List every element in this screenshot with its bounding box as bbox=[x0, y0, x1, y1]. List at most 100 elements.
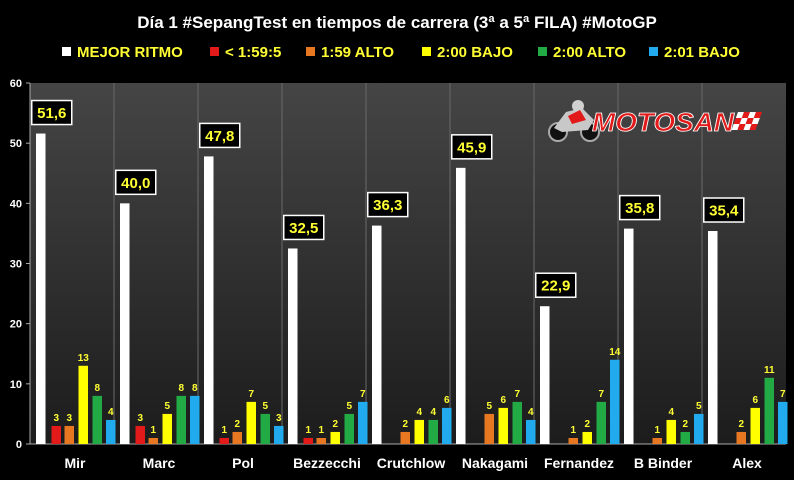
motosan-logo: MOTOSAN bbox=[548, 100, 762, 142]
legend-label: < 1:59:5 bbox=[225, 44, 281, 61]
legend-label: MEJOR RITMO bbox=[77, 44, 183, 61]
bar bbox=[162, 413, 172, 444]
data-label: 2 bbox=[682, 419, 688, 430]
data-label: 5 bbox=[486, 401, 492, 412]
category-label: B Binder bbox=[634, 455, 693, 471]
bar bbox=[36, 133, 46, 445]
data-label: 1 bbox=[570, 425, 576, 436]
bar bbox=[694, 413, 704, 444]
value-box bbox=[283, 214, 325, 241]
bar bbox=[246, 401, 256, 444]
bar bbox=[652, 437, 662, 444]
data-label: 7 bbox=[360, 389, 366, 400]
data-label: 32,5 bbox=[289, 220, 318, 237]
bar bbox=[540, 306, 550, 444]
bar bbox=[260, 413, 270, 444]
bar bbox=[204, 156, 214, 445]
data-label: 8 bbox=[94, 383, 100, 394]
category-label: Pol bbox=[232, 455, 254, 471]
bar bbox=[288, 248, 298, 444]
data-label: 5 bbox=[346, 401, 352, 412]
data-label: 1 bbox=[221, 425, 227, 436]
bar bbox=[568, 437, 578, 444]
legend-swatch bbox=[210, 47, 219, 56]
bar bbox=[512, 401, 522, 444]
y-tick-label: 10 bbox=[10, 379, 22, 391]
data-label: 14 bbox=[609, 347, 621, 358]
data-label: 1 bbox=[654, 425, 660, 436]
data-label: 6 bbox=[500, 395, 506, 406]
bar bbox=[148, 437, 158, 444]
bar bbox=[750, 407, 760, 444]
legend-label: 2:00 ALTO bbox=[553, 44, 626, 61]
legend-swatch bbox=[422, 47, 431, 56]
data-label: 4 bbox=[108, 407, 114, 418]
data-label: 3 bbox=[66, 413, 72, 424]
motorcycle-icon bbox=[548, 100, 600, 142]
data-label: 7 bbox=[514, 389, 520, 400]
data-label: 11 bbox=[764, 365, 775, 376]
data-label: 40,0 bbox=[121, 175, 150, 192]
bar bbox=[64, 425, 74, 444]
bar bbox=[274, 425, 284, 444]
value-box bbox=[199, 122, 241, 149]
data-label: 8 bbox=[192, 383, 198, 394]
data-label: 6 bbox=[752, 395, 758, 406]
data-label: 8 bbox=[178, 383, 184, 394]
value-box bbox=[115, 169, 157, 196]
legend: MEJOR RITMO < 1:59:5 1:59 ALTO 2:00 BAJO 2:0… bbox=[62, 44, 740, 61]
category-label: Nakagami bbox=[462, 455, 528, 471]
data-label: 2 bbox=[584, 419, 590, 430]
data-label: 5 bbox=[262, 401, 268, 412]
bar bbox=[176, 395, 186, 444]
chart-title: Día 1 #SepangTest en tiempos de carrera … bbox=[137, 13, 657, 32]
data-label: 7 bbox=[598, 389, 604, 400]
legend-swatch bbox=[306, 47, 315, 56]
value-box bbox=[535, 272, 577, 298]
bar bbox=[484, 413, 494, 444]
bar bbox=[414, 419, 424, 444]
data-label: 7 bbox=[248, 389, 254, 400]
value-box bbox=[367, 191, 409, 218]
bar bbox=[666, 419, 676, 444]
data-label: 2 bbox=[402, 419, 408, 430]
data-label: 4 bbox=[528, 407, 534, 418]
data-label: 13 bbox=[78, 353, 90, 364]
legend-label: 2:01 BAJO bbox=[664, 44, 740, 61]
data-label: 4 bbox=[430, 407, 436, 418]
data-label: 22,9 bbox=[541, 278, 570, 295]
data-label: 36,3 bbox=[373, 197, 402, 214]
data-label: 2 bbox=[738, 419, 744, 430]
bar bbox=[764, 377, 774, 444]
plot-background bbox=[30, 83, 786, 444]
data-label: 4 bbox=[668, 407, 674, 418]
legend-label: 2:00 BAJO bbox=[437, 44, 513, 61]
data-label: 1 bbox=[305, 425, 311, 436]
y-tick-label: 60 bbox=[10, 78, 22, 90]
bar bbox=[92, 395, 102, 444]
bar bbox=[190, 395, 200, 444]
category-label: Marc bbox=[143, 455, 176, 471]
data-label: 5 bbox=[696, 401, 702, 412]
bar bbox=[680, 431, 690, 444]
bar bbox=[372, 225, 382, 444]
bar bbox=[344, 413, 354, 444]
bar bbox=[596, 401, 606, 444]
value-box bbox=[619, 194, 661, 221]
data-label: 6 bbox=[444, 395, 450, 406]
value-box bbox=[31, 99, 73, 126]
bar bbox=[358, 401, 368, 444]
y-tick-label: 0 bbox=[16, 439, 22, 451]
category-label: Crutchlow bbox=[377, 455, 446, 471]
category-label: Fernandez bbox=[544, 455, 614, 471]
bar bbox=[708, 231, 718, 444]
bar bbox=[51, 425, 61, 444]
bar bbox=[582, 431, 592, 444]
bar bbox=[778, 401, 788, 444]
checkered-flag-icon bbox=[731, 112, 762, 130]
bar bbox=[303, 437, 313, 444]
y-tick-label: 40 bbox=[10, 198, 22, 210]
bar bbox=[106, 419, 116, 444]
bar bbox=[498, 407, 508, 444]
bar bbox=[526, 419, 536, 444]
